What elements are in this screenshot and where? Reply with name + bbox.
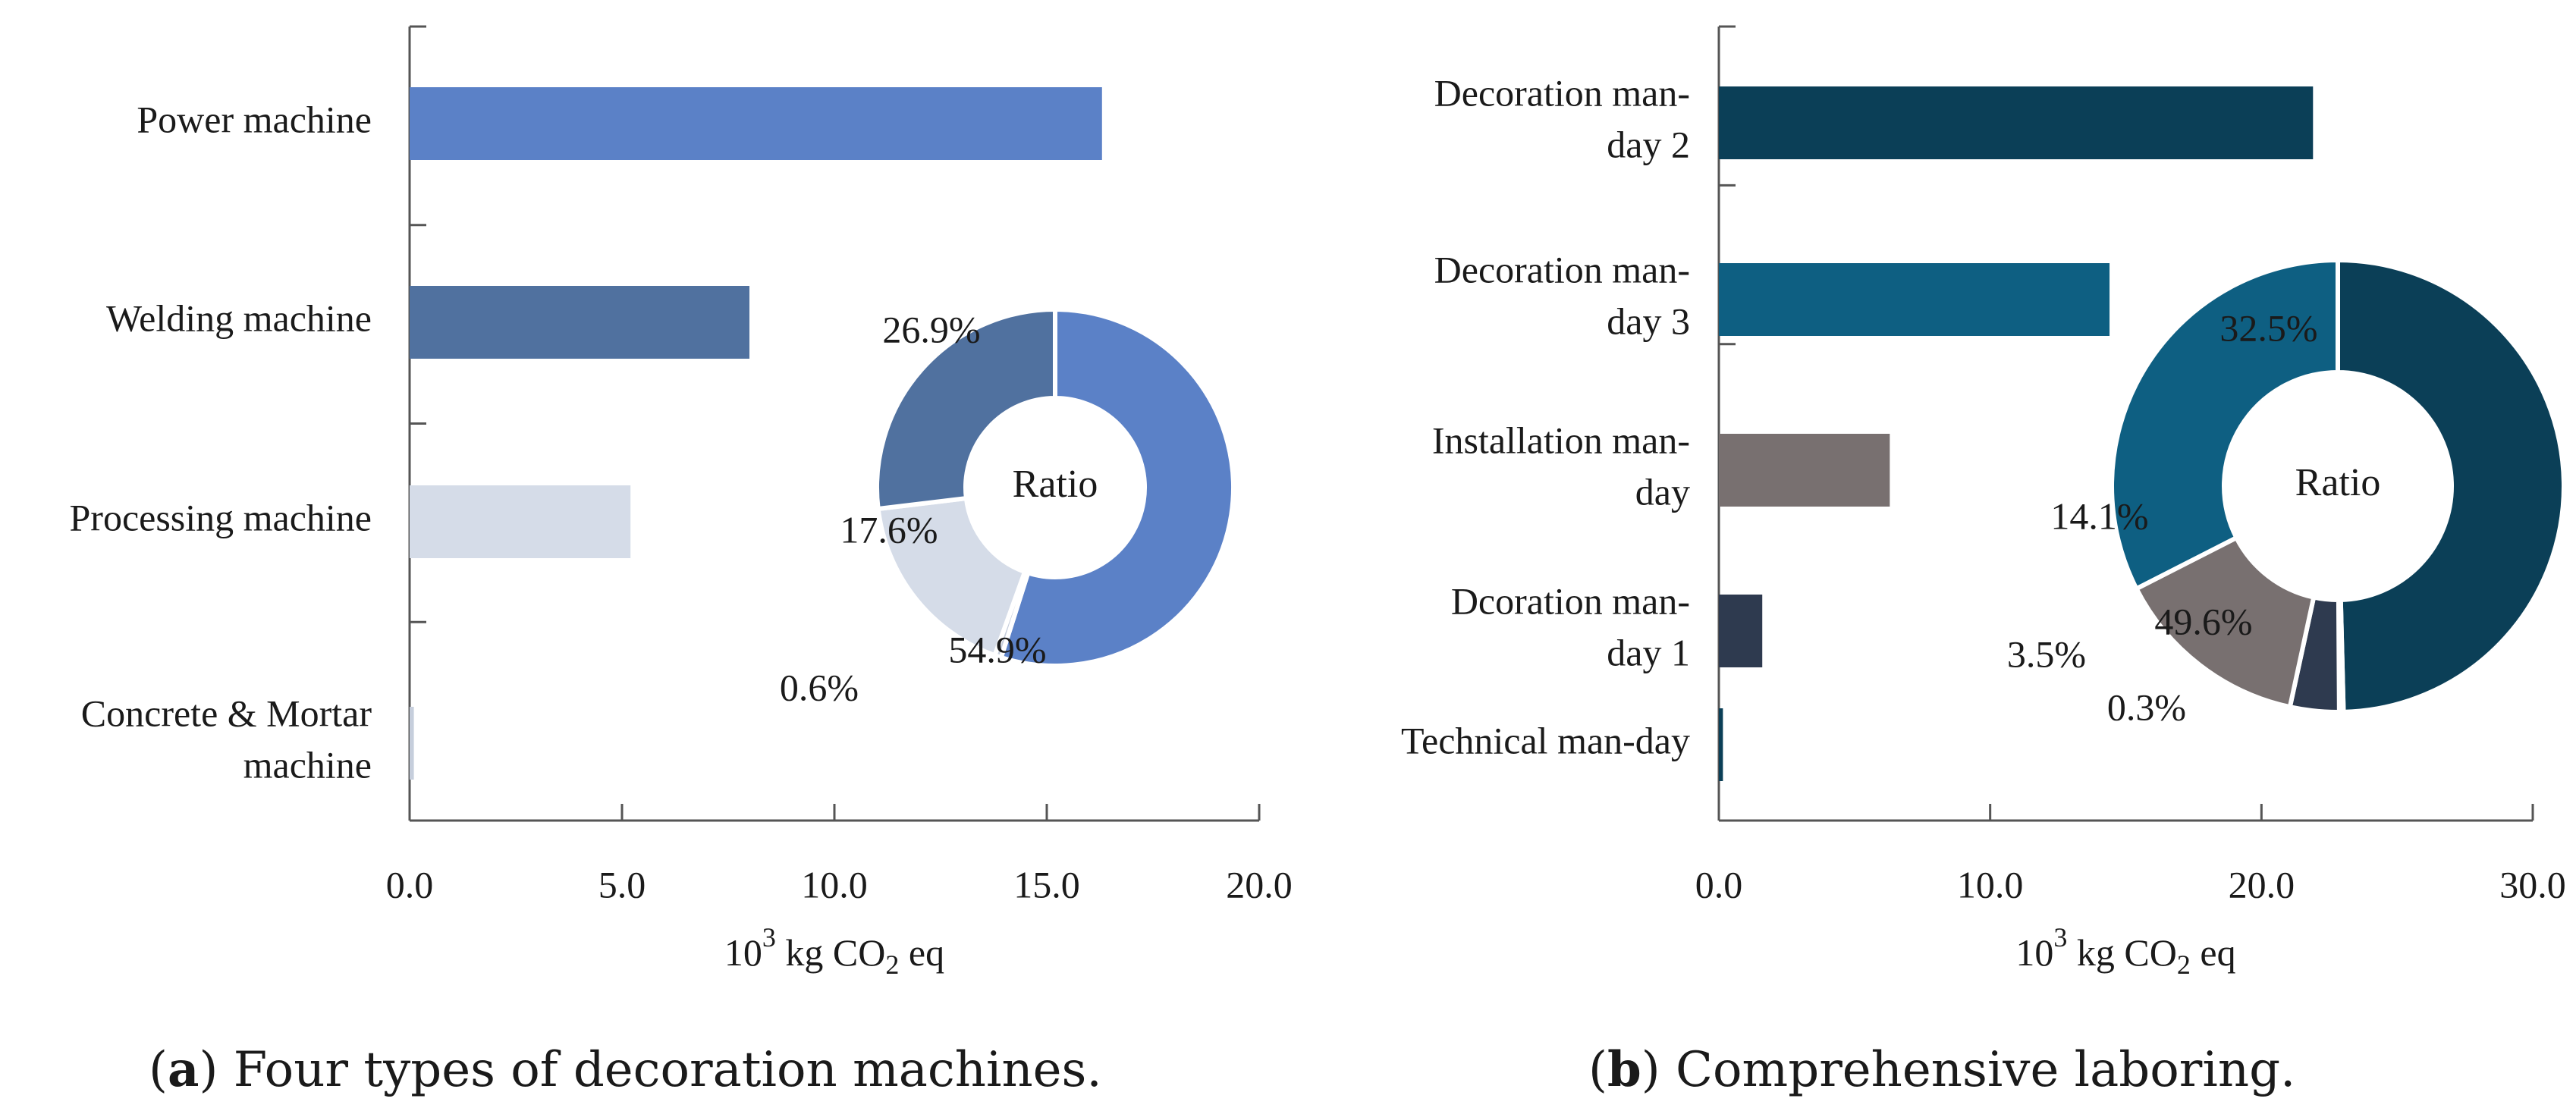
donut-slice (875, 495, 1028, 658)
x-tick-label: 0.0 (1695, 863, 1743, 905)
category-label: Processing machine (69, 496, 372, 538)
donut-percent-label: 17.6% (840, 508, 938, 551)
donut-percent-label: 26.9% (882, 308, 980, 350)
panel-a-bar-chart: 0.0 5.0 10.0 15.0 20.0 Power machine Welding m… (69, 25, 1293, 1098)
x-tick-label: 30.0 (2499, 863, 2566, 905)
x-tick-label: 10.0 (801, 863, 868, 905)
figure-caption: (b) Comprehensive laboring. (1588, 1041, 2295, 1098)
donut-percent-label: 14.1% (2050, 494, 2148, 537)
bar (1719, 86, 2314, 159)
donut-percent-label: 49.6% (2154, 600, 2252, 642)
donut-percent-label: 32.5% (2219, 306, 2317, 349)
x-tick-label: 20.0 (2229, 863, 2295, 905)
bar (410, 707, 414, 780)
x-tick-label: 10.0 (1957, 863, 2024, 905)
donut-slice (875, 306, 1057, 512)
x-tick-label: 20.0 (1226, 863, 1293, 905)
category-label: Concrete & Mortar (81, 692, 372, 734)
x-axis-label: 103 kg CO2 eq (724, 922, 944, 980)
bar (410, 286, 749, 359)
bar (1719, 434, 1890, 507)
category-label: day 3 (1607, 300, 1690, 342)
figure-caption: (a) Four types of decoration machines. (149, 1041, 1102, 1098)
category-label: Power machine (137, 98, 372, 140)
category-label: Dcoration man- (1451, 579, 1690, 622)
donut-slice (2336, 257, 2566, 714)
category-label: Installation man- (1432, 419, 1690, 461)
donut-center-label: Ratio (1013, 463, 1098, 506)
x-axis-label: 103 kg CO2 eq (2015, 922, 2235, 980)
donut-slice (998, 306, 1236, 668)
category-label: Decoration man- (1434, 248, 1690, 290)
donut-percent-label: 54.9% (948, 628, 1046, 670)
panel-b-bar-chart: 0.0 10.0 20.0 30.0 Decoration man-day 2 Decor… (1401, 25, 2566, 1098)
donut-center-label: Ratio (2295, 461, 2381, 504)
donut-slice (2109, 257, 2340, 592)
category-label: Technical man-day (1401, 719, 1690, 761)
x-tick-label: 15.0 (1013, 863, 1080, 905)
category-label: machine (243, 743, 372, 786)
category-label: day 2 (1607, 123, 1690, 165)
bar (410, 87, 1102, 160)
donut-percent-label: 3.5% (2007, 632, 2086, 675)
x-tick-label: 0.0 (386, 863, 434, 905)
category-label: Decoration man- (1434, 71, 1690, 114)
x-tick-label: 5.0 (598, 863, 646, 905)
donut-slice (2133, 535, 2317, 710)
bar (1719, 595, 1763, 667)
bar (1719, 263, 2110, 336)
category-label: Welding machine (106, 297, 372, 339)
bar (410, 485, 631, 558)
category-label: day 1 (1607, 631, 1690, 673)
donut-percent-label: 0.6% (780, 666, 859, 708)
bar (1719, 708, 1723, 781)
category-label: day (1635, 470, 1690, 513)
donut-percent-label: 0.3% (2107, 686, 2186, 728)
